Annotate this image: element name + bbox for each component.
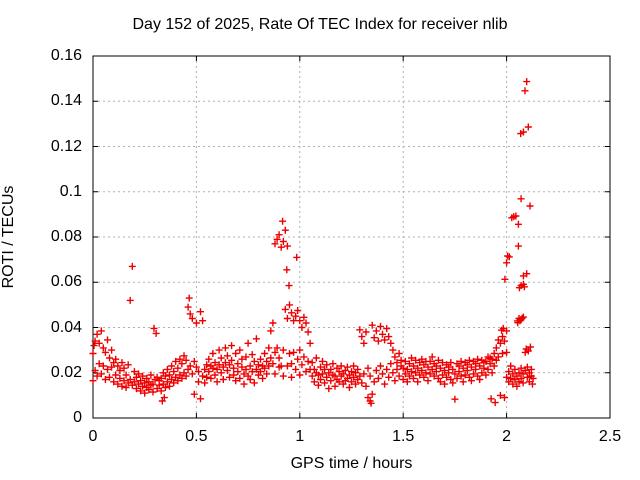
y-tick-label: 0.06: [50, 273, 82, 291]
x-tick-label: 1: [295, 428, 305, 445]
y-tick-label: 0.16: [50, 47, 82, 64]
y-tick-label: 0.14: [50, 92, 82, 110]
y-tick-label: 0.12: [50, 137, 82, 155]
y-tick-label: 0.04: [50, 318, 82, 336]
y-tick-label: 0.1: [59, 182, 82, 200]
x-tick-label: 0.5: [185, 428, 208, 445]
data-points: [89, 78, 537, 407]
x-tick-label: 2.5: [598, 428, 622, 445]
x-axis-label: GPS time / hours: [290, 455, 413, 472]
y-tick-label: 0.08: [50, 228, 82, 245]
axis-ticks: [92, 55, 611, 419]
x-tick-label: 2: [502, 428, 512, 445]
y-tick-label: 0.02: [50, 363, 82, 381]
gridlines: [93, 56, 610, 418]
x-tick-label: 0: [88, 428, 98, 445]
x-tick-label: 1.5: [392, 428, 415, 445]
plot-border: [92, 55, 611, 419]
y-tick-label: 0: [73, 409, 82, 426]
chart-title: Day 152 of 2025, Rate Of TEC Index for r…: [132, 16, 508, 33]
